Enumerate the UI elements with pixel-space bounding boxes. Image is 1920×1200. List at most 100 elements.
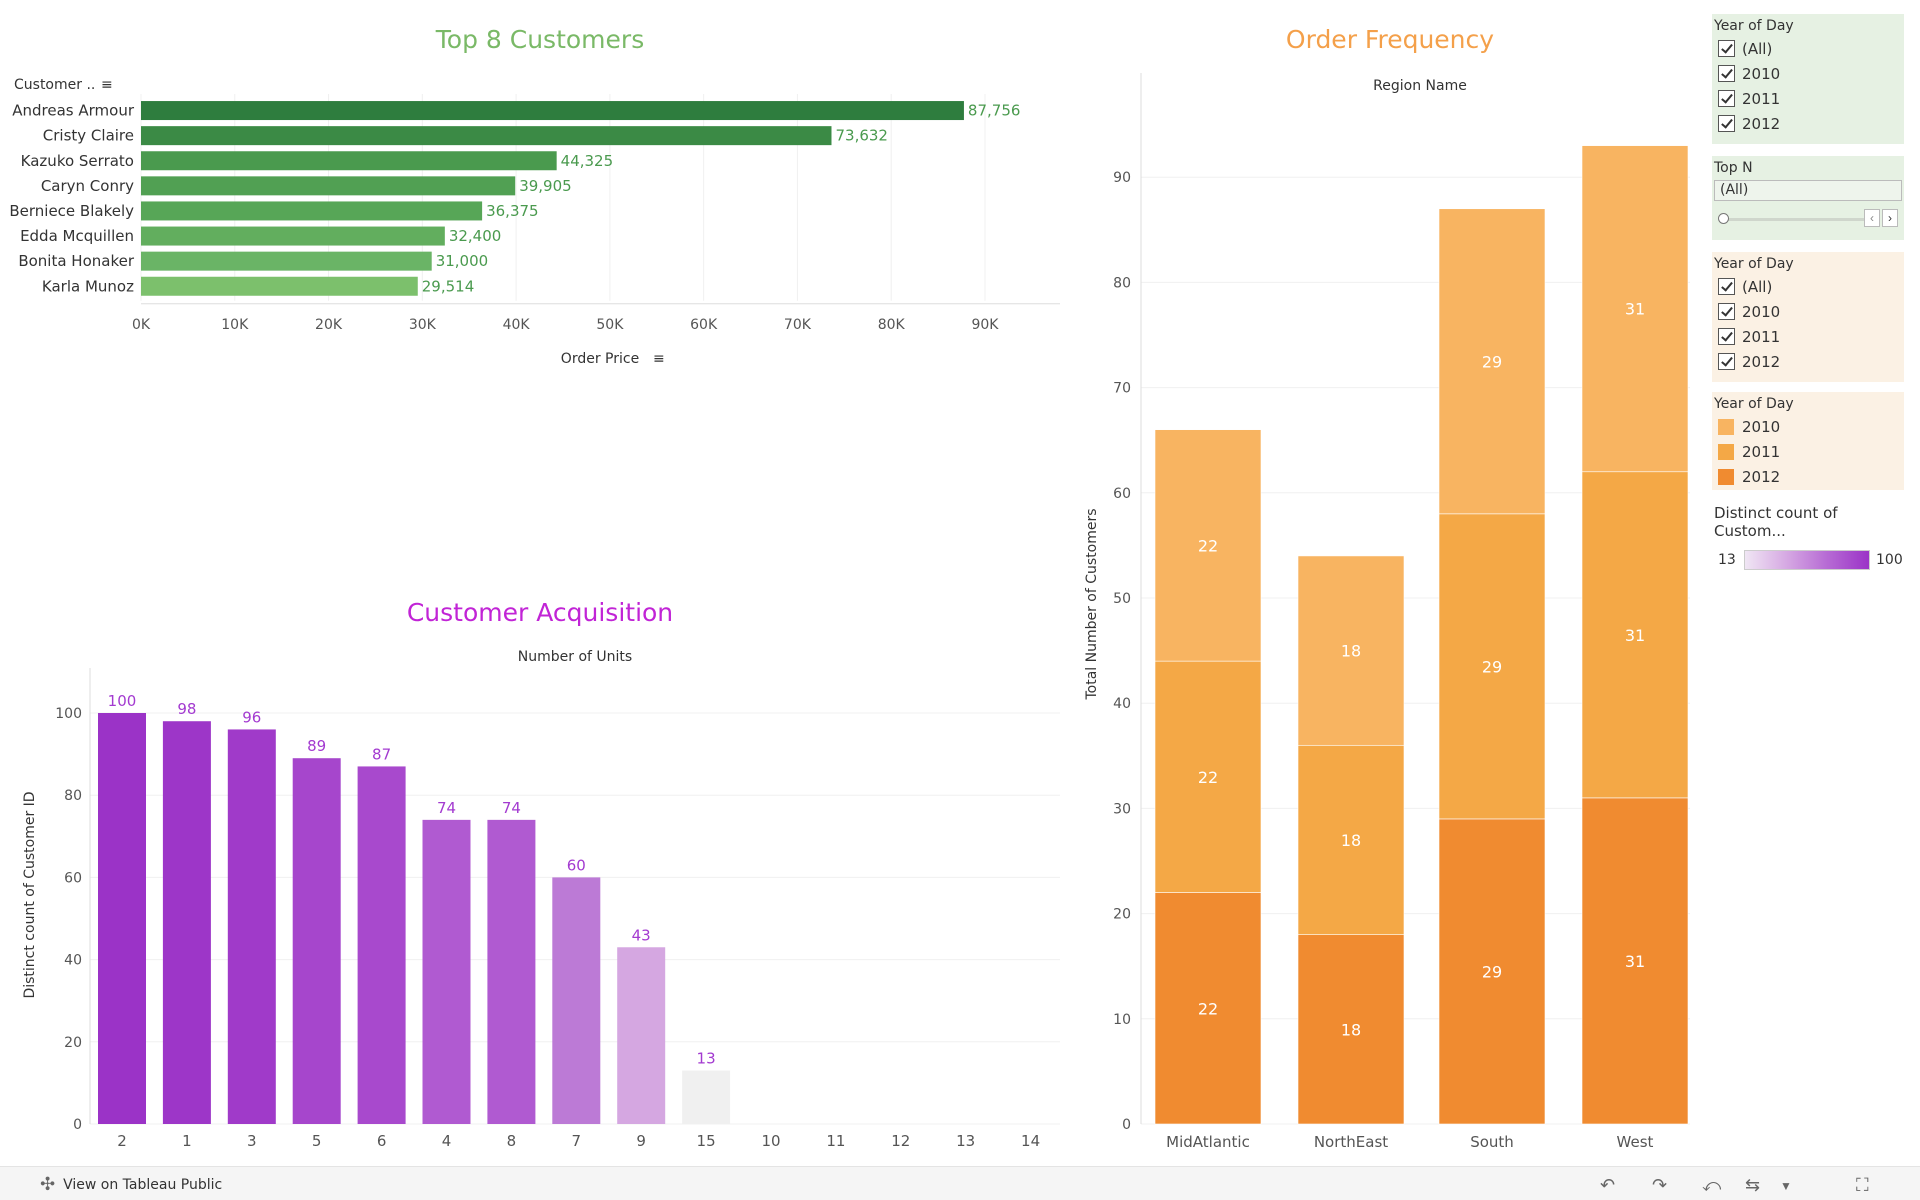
x-tick-label: 10K xyxy=(221,317,249,333)
color-scale-max: 100 xyxy=(1876,552,1903,568)
value-label: 60 xyxy=(567,856,586,874)
year-filter-option[interactable]: (All) xyxy=(1712,274,1904,299)
year-filter-option-label: 2010 xyxy=(1742,64,1781,83)
checkbox-checked-icon[interactable] xyxy=(1718,115,1735,132)
y-tick-label: 40 xyxy=(64,953,82,969)
year-filter-option[interactable]: (All) xyxy=(1712,36,1904,61)
year-filter-option[interactable]: 2011 xyxy=(1712,324,1904,349)
year-filter-option[interactable]: 2012 xyxy=(1712,349,1904,374)
tableau-logo-icon: ✣ xyxy=(40,1174,56,1195)
chevron-down-icon[interactable]: ▼ xyxy=(1780,1179,1792,1193)
value-label: 43 xyxy=(632,926,651,944)
year-filter-option[interactable]: 2012 xyxy=(1712,111,1904,136)
fullscreen-icon[interactable]: ⛶ xyxy=(1856,1175,1869,1195)
x-tick-label: 50K xyxy=(596,317,624,333)
share-icon[interactable]: ⇆ xyxy=(1745,1175,1761,1195)
x-tick-label: 90K xyxy=(971,317,999,333)
x-tick-label: 30K xyxy=(409,317,437,333)
bar xyxy=(141,126,832,146)
bar xyxy=(357,766,406,1124)
checkbox-checked-icon[interactable] xyxy=(1718,278,1735,295)
year-legend-panel: Year of Day 2010 2011 2012 xyxy=(1712,392,1904,490)
year-filter-option[interactable]: 2011 xyxy=(1712,86,1904,111)
year-filter-option-label: (All) xyxy=(1742,39,1773,58)
view-on-tableau-link[interactable]: ✣ View on Tableau Public xyxy=(40,1174,222,1195)
year-filter-option[interactable]: 2010 xyxy=(1712,299,1904,324)
x-tick-label: 80K xyxy=(878,317,906,333)
chevron-left-icon[interactable]: ‹ xyxy=(1864,209,1880,227)
checkbox-checked-icon[interactable] xyxy=(1718,90,1735,107)
stacked-bar-segment xyxy=(1154,429,1262,662)
category-label: Berniece Blakely xyxy=(9,202,134,220)
top-n-slider-track[interactable] xyxy=(1724,218,1874,221)
checkbox-checked-icon[interactable] xyxy=(1718,303,1735,320)
row-header: Customer .. xyxy=(14,77,95,93)
checkbox-checked-icon[interactable] xyxy=(1718,65,1735,82)
value-label: 29,514 xyxy=(422,277,475,295)
view-on-tableau-label: View on Tableau Public xyxy=(63,1176,223,1193)
sort-icon: ≡ xyxy=(101,77,113,93)
checkbox-checked-icon[interactable] xyxy=(1718,328,1735,345)
segment-label: 22 xyxy=(1198,768,1218,787)
segment-label: 22 xyxy=(1198,999,1218,1018)
chevron-right-icon[interactable]: › xyxy=(1882,209,1898,227)
year-filter-title: Year of Day xyxy=(1714,18,1794,34)
x-tick-label: 70K xyxy=(784,317,812,333)
top-n-input[interactable]: (All) xyxy=(1714,180,1902,201)
y-axis-title: Total Number of Customers xyxy=(1084,508,1100,700)
bar xyxy=(141,201,483,221)
column-header: Region Name xyxy=(1373,78,1467,94)
x-tick-label: 13 xyxy=(956,1132,975,1150)
year-filter-option-label: 2012 xyxy=(1742,352,1781,371)
value-label: 44,325 xyxy=(561,152,614,170)
year-filter-option-label: 2012 xyxy=(1742,114,1781,133)
sort-icon: ≡ xyxy=(653,351,665,367)
top-customers-title: Top 8 Customers xyxy=(435,25,645,54)
x-tick-label: 2 xyxy=(117,1132,127,1150)
top-n-slider-handle[interactable] xyxy=(1718,213,1729,224)
value-label: 32,400 xyxy=(449,227,502,245)
x-tick-label: 8 xyxy=(507,1132,517,1150)
x-tick-label: 14 xyxy=(1021,1132,1040,1150)
x-tick-label: 15 xyxy=(697,1132,716,1150)
color-scale-title: Distinct count of Custom... xyxy=(1714,504,1838,540)
revert-icon[interactable]: ⤺ xyxy=(1702,1175,1722,1195)
stacked-bar-segment xyxy=(1581,797,1689,1125)
legend-item[interactable]: 2012 xyxy=(1712,464,1904,489)
legend-label: 2011 xyxy=(1742,442,1781,461)
bar xyxy=(141,276,418,296)
year-filter-option-label: 2010 xyxy=(1742,302,1781,321)
top-customers-chart: Customer .. ≡ 0K 10K 20K 30K 40K 50K 60K 70K 80K 90… xyxy=(9,77,1060,367)
y-tick-label: 0 xyxy=(1122,1117,1131,1133)
category-label: Karla Munoz xyxy=(42,277,134,295)
value-label: 96 xyxy=(242,708,261,726)
stacked-bar-segment xyxy=(1297,555,1405,746)
customer-acquisition-title: Customer Acquisition xyxy=(406,598,674,627)
year-filter-title: Year of Day xyxy=(1714,256,1794,272)
segment-label: 18 xyxy=(1341,831,1361,850)
y-tick-label: 40 xyxy=(1113,696,1131,712)
redo-icon[interactable]: ↷ xyxy=(1652,1175,1668,1195)
x-tick-label: 10 xyxy=(761,1132,780,1150)
year-filter-option[interactable]: 2010 xyxy=(1712,61,1904,86)
x-tick-label: South xyxy=(1470,1133,1514,1151)
legend-item[interactable]: 2010 xyxy=(1712,414,1904,439)
value-label: 39,905 xyxy=(519,177,572,195)
year-filter-panel-2: Year of Day (All) 2010 2011 2012 xyxy=(1712,252,1904,382)
y-tick-label: 80 xyxy=(64,788,82,804)
category-label: Edda Mcquillen xyxy=(20,227,134,245)
segment-label: 18 xyxy=(1341,642,1361,661)
checkbox-checked-icon[interactable] xyxy=(1718,40,1735,57)
category-label: Cristy Claire xyxy=(43,127,134,145)
bar xyxy=(552,877,601,1124)
undo-icon[interactable]: ↶ xyxy=(1600,1175,1616,1195)
column-header: Number of Units xyxy=(518,649,632,665)
legend-item[interactable]: 2011 xyxy=(1712,439,1904,464)
checkbox-checked-icon[interactable] xyxy=(1718,353,1735,370)
stacked-bar-segment xyxy=(1438,208,1546,515)
category-label: Kazuko Serrato xyxy=(21,152,134,170)
bar xyxy=(227,729,276,1124)
value-label: 73,632 xyxy=(835,127,888,145)
order-frequency-chart: Region Name 0 10 20 30 40 50 60 70 80 90 Total Numb… xyxy=(1084,73,1690,1151)
